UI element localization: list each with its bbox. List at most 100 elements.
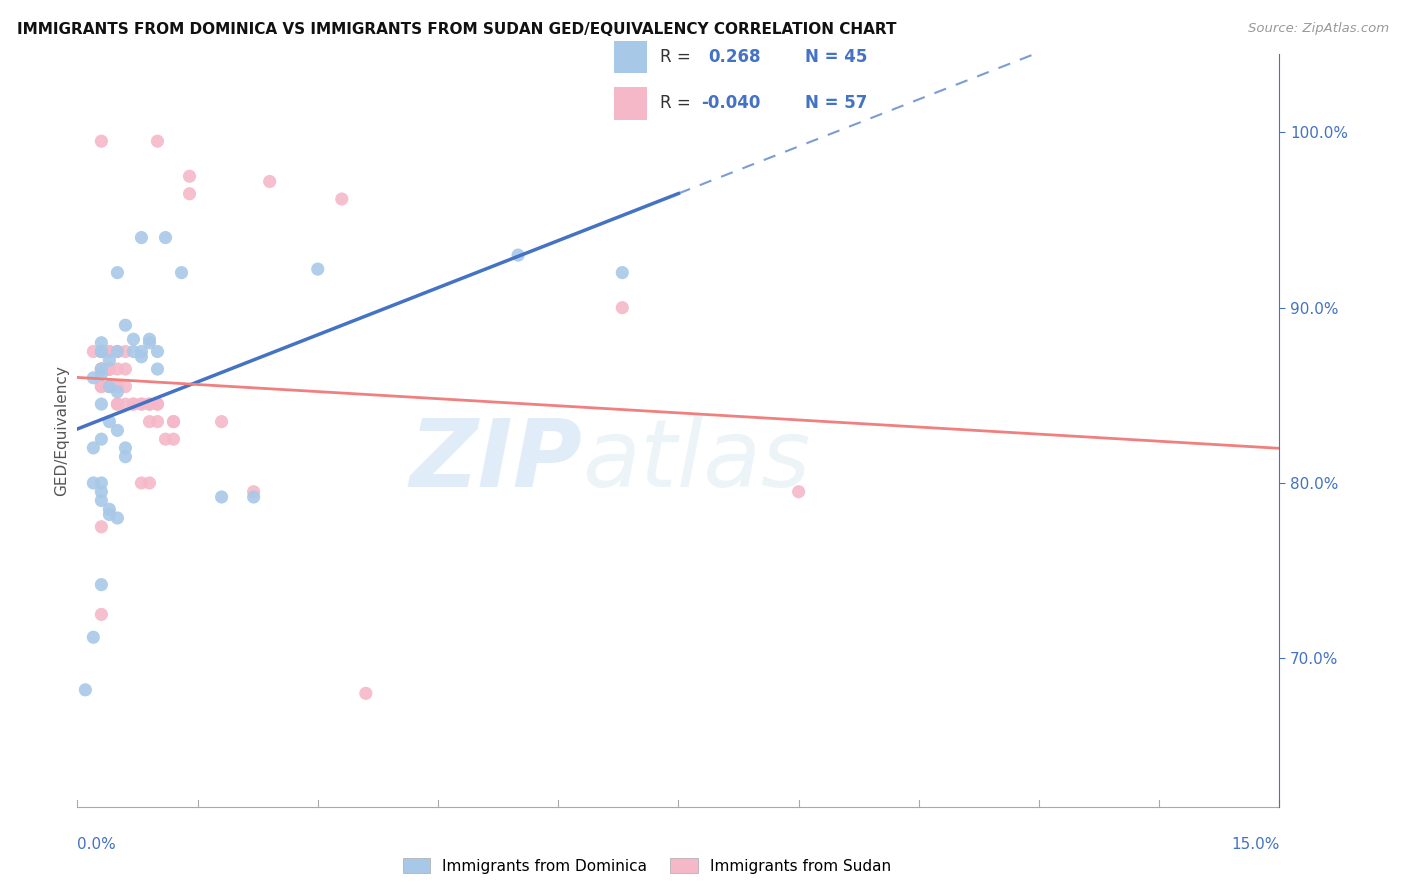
Point [107, 397, 129, 411]
Point [90, 362, 112, 376]
Point [354, 686, 377, 700]
Point [138, 397, 160, 411]
Point [82, 630, 104, 644]
Point [114, 441, 136, 455]
Text: 0.268: 0.268 [709, 48, 761, 66]
Point [131, 230, 153, 244]
Point [82, 441, 104, 455]
Point [98, 379, 121, 393]
Point [155, 230, 177, 244]
Point [90, 362, 112, 376]
Text: IMMIGRANTS FROM DOMINICA VS IMMIGRANTS FROM SUDAN GED/EQUIVALENCY CORRELATION CH: IMMIGRANTS FROM DOMINICA VS IMMIGRANTS F… [17, 22, 897, 37]
Point [107, 384, 129, 399]
Point [90, 379, 112, 393]
Point [114, 362, 136, 376]
Point [90, 432, 112, 446]
Point [107, 379, 129, 393]
Point [98, 379, 121, 393]
Point [122, 344, 145, 359]
Bar [614, 87, 647, 120]
Point [90, 134, 112, 148]
Point [82, 371, 104, 385]
Point [146, 134, 169, 148]
Point [612, 266, 634, 280]
Point [114, 450, 136, 464]
Text: ZIP: ZIP [409, 415, 582, 507]
Point [138, 475, 160, 490]
Point [114, 344, 136, 359]
Point [146, 397, 169, 411]
Point [131, 350, 153, 364]
Point [131, 397, 153, 411]
Point [138, 397, 160, 411]
Bar [614, 41, 647, 73]
Point [612, 301, 634, 315]
Point [90, 520, 112, 534]
Point [98, 344, 121, 359]
Point [138, 332, 160, 346]
Point [787, 484, 810, 499]
Point [98, 362, 121, 376]
Point [146, 362, 169, 376]
Point [107, 379, 129, 393]
Point [90, 344, 112, 359]
Text: 0.0%: 0.0% [77, 837, 117, 852]
Point [98, 362, 121, 376]
Point [107, 379, 129, 393]
Point [90, 475, 112, 490]
Point [170, 266, 193, 280]
Point [242, 490, 264, 504]
Point [90, 362, 112, 376]
Point [90, 397, 112, 411]
Point [90, 344, 112, 359]
Point [259, 174, 281, 188]
Text: -0.040: -0.040 [702, 94, 761, 112]
Point [122, 397, 145, 411]
Text: R =: R = [659, 94, 696, 112]
Point [107, 424, 129, 438]
Point [90, 335, 112, 350]
Point [114, 318, 136, 333]
Point [90, 362, 112, 376]
Point [98, 362, 121, 376]
Point [90, 493, 112, 508]
Point [114, 397, 136, 411]
Point [98, 508, 121, 522]
Point [122, 397, 145, 411]
Point [98, 415, 121, 429]
Point [98, 502, 121, 516]
Point [330, 192, 353, 206]
Point [131, 397, 153, 411]
Point [146, 397, 169, 411]
Text: 15.0%: 15.0% [1232, 837, 1279, 852]
Point [179, 186, 201, 201]
Point [162, 432, 184, 446]
Point [82, 344, 104, 359]
Point [82, 475, 104, 490]
Point [90, 484, 112, 499]
Point [107, 344, 129, 359]
Point [155, 432, 177, 446]
Point [179, 169, 201, 184]
Legend: Immigrants from Dominica, Immigrants from Sudan: Immigrants from Dominica, Immigrants fro… [396, 852, 897, 880]
Point [307, 262, 329, 277]
Text: N = 57: N = 57 [806, 94, 868, 112]
Point [131, 475, 153, 490]
Point [146, 415, 169, 429]
Point [107, 344, 129, 359]
Point [90, 344, 112, 359]
Point [138, 335, 160, 350]
Point [98, 362, 121, 376]
Point [90, 607, 112, 622]
Y-axis label: GED/Equivalency: GED/Equivalency [53, 365, 69, 496]
Point [508, 248, 530, 262]
Point [211, 415, 233, 429]
Point [162, 415, 184, 429]
Point [211, 490, 233, 504]
Point [98, 353, 121, 368]
Point [98, 362, 121, 376]
Point [107, 397, 129, 411]
Point [98, 379, 121, 393]
Point [242, 484, 264, 499]
Point [107, 511, 129, 525]
